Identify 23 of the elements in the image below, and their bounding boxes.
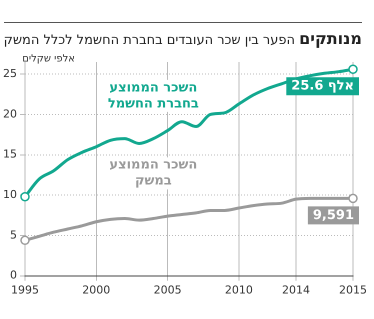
chart-subtitle: הפער בין שכר העובדים בחברת החשמל לכלל המשק: [4, 33, 295, 48]
annotation: 25.6 אלף: [291, 78, 354, 94]
x-tick-label: 2015: [339, 283, 368, 296]
y-tick-label: 15: [2, 148, 17, 161]
chart-title: מנותקים: [299, 29, 362, 48]
y-axis-title: אלפי שקלים: [22, 54, 75, 65]
y-tick-label: 25: [2, 66, 17, 80]
x-tick-label: 2000: [82, 283, 110, 296]
series-label: השכר הממוצע בחברת החשמל: [108, 80, 199, 112]
annotation: 9,591: [312, 208, 354, 223]
y-tick-label: 0: [10, 268, 17, 282]
x-tick-label: 2010: [224, 283, 253, 296]
point: [348, 194, 358, 204]
x-tick-label: 2005: [154, 283, 182, 296]
point: [348, 64, 358, 74]
series-label: השכר הממוצע במשק: [109, 158, 198, 189]
x-tick-label: 1995: [10, 283, 39, 296]
point: [20, 192, 30, 202]
y-tick-label: 5: [10, 228, 17, 242]
y-tick-label: 10: [2, 188, 17, 201]
y-tick-label: 20: [2, 107, 17, 120]
x-tick-label: 2014: [282, 283, 310, 296]
point: [20, 236, 30, 246]
